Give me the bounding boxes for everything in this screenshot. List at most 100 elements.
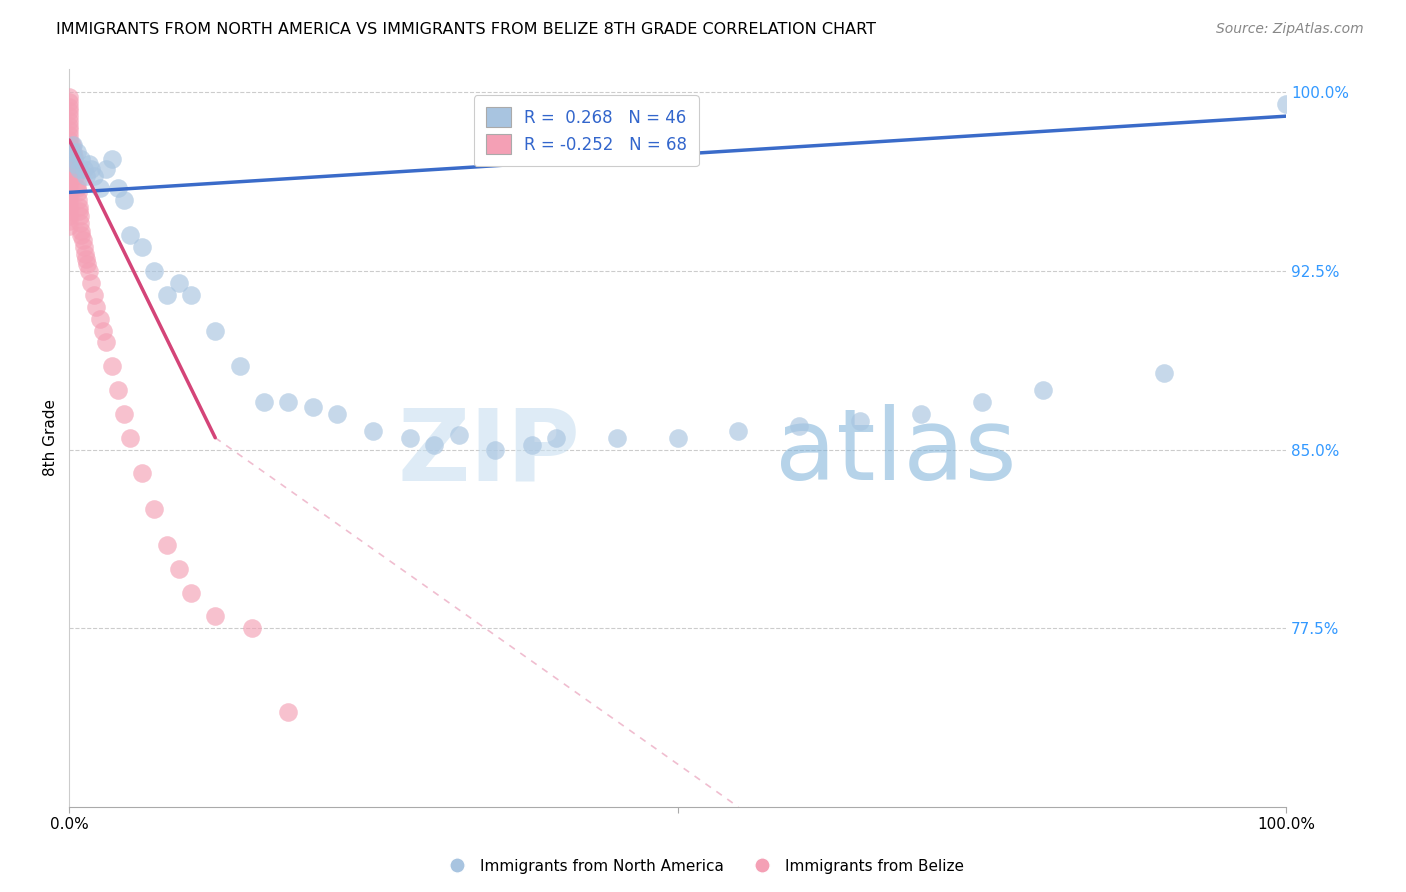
Point — [91, 324, 114, 338]
Point — [58, 194, 80, 209]
Point — [447, 428, 470, 442]
Point — [94, 161, 117, 176]
Point — [65, 169, 87, 183]
Point — [58, 204, 80, 219]
Point — [112, 407, 135, 421]
Point — [73, 247, 96, 261]
Point — [520, 438, 543, 452]
Point — [107, 383, 129, 397]
Point — [62, 137, 84, 152]
Point — [1153, 367, 1175, 381]
Point — [228, 359, 250, 374]
Point — [363, 424, 385, 438]
Point — [67, 204, 90, 219]
Text: IMMIGRANTS FROM NORTH AMERICA VS IMMIGRANTS FROM BELIZE 8TH GRADE CORRELATION CH: IMMIGRANTS FROM NORTH AMERICA VS IMMIGRA… — [56, 22, 876, 37]
Point — [58, 109, 80, 123]
Point — [58, 186, 80, 200]
Point — [58, 190, 80, 204]
Point — [83, 288, 105, 302]
Point — [80, 276, 103, 290]
Point — [131, 467, 153, 481]
Point — [84, 300, 107, 314]
Point — [60, 137, 83, 152]
Point — [58, 147, 80, 161]
Point — [155, 538, 177, 552]
Point — [544, 431, 567, 445]
Point — [58, 219, 80, 233]
Point — [484, 442, 506, 457]
Y-axis label: 8th Grade: 8th Grade — [44, 400, 58, 476]
Point — [72, 233, 94, 247]
Point — [58, 123, 80, 137]
Point — [58, 152, 80, 166]
Point — [120, 228, 142, 243]
Point — [89, 180, 111, 194]
Point — [69, 209, 91, 223]
Point — [167, 276, 190, 290]
Point — [63, 150, 86, 164]
Point — [180, 288, 202, 302]
Point — [70, 152, 93, 166]
Point — [277, 395, 299, 409]
Point — [58, 133, 80, 147]
Point — [58, 157, 80, 171]
Point — [240, 621, 263, 635]
Point — [143, 502, 166, 516]
Point — [75, 252, 97, 266]
Point — [65, 161, 87, 176]
Point — [75, 169, 97, 183]
Point — [89, 311, 111, 326]
Point — [58, 114, 80, 128]
Point — [101, 152, 124, 166]
Point — [70, 223, 93, 237]
Point — [73, 161, 96, 176]
Point — [1275, 97, 1298, 112]
Point — [131, 240, 153, 254]
Point — [167, 562, 190, 576]
Point — [58, 176, 80, 190]
Point — [58, 104, 80, 119]
Point — [65, 180, 87, 194]
Point — [62, 145, 84, 159]
Point — [73, 240, 96, 254]
Point — [77, 157, 100, 171]
Point — [58, 90, 80, 104]
Point — [63, 152, 86, 166]
Point — [1032, 383, 1054, 397]
Point — [58, 166, 80, 180]
Point — [143, 264, 166, 278]
Point — [58, 119, 80, 133]
Point — [94, 335, 117, 350]
Point — [76, 257, 98, 271]
Point — [80, 161, 103, 176]
Point — [58, 137, 80, 152]
Point — [69, 216, 91, 230]
Point — [58, 143, 80, 157]
Point — [58, 100, 80, 114]
Point — [910, 407, 932, 421]
Point — [58, 95, 80, 109]
Point — [58, 171, 80, 186]
Point — [399, 431, 422, 445]
Legend: Immigrants from North America, Immigrants from Belize: Immigrants from North America, Immigrant… — [436, 853, 970, 880]
Point — [70, 228, 93, 243]
Point — [58, 180, 80, 194]
Point — [787, 418, 810, 433]
Point — [204, 324, 226, 338]
Point — [67, 200, 90, 214]
Point — [58, 161, 80, 176]
Point — [67, 161, 90, 176]
Point — [66, 193, 89, 207]
Point — [112, 193, 135, 207]
Point — [253, 395, 276, 409]
Point — [849, 414, 872, 428]
Legend: R =  0.268   N = 46, R = -0.252   N = 68: R = 0.268 N = 46, R = -0.252 N = 68 — [474, 95, 699, 166]
Text: Source: ZipAtlas.com: Source: ZipAtlas.com — [1216, 22, 1364, 37]
Point — [58, 200, 80, 214]
Point — [970, 395, 993, 409]
Point — [155, 288, 177, 302]
Point — [107, 180, 129, 194]
Point — [301, 400, 323, 414]
Point — [58, 128, 80, 143]
Point — [77, 264, 100, 278]
